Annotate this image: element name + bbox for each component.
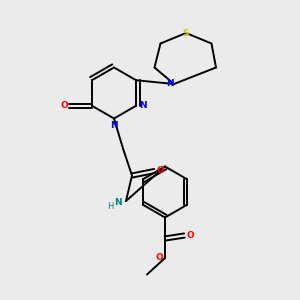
- Text: O: O: [157, 167, 164, 176]
- Text: N: N: [139, 101, 146, 110]
- Text: O: O: [187, 231, 194, 240]
- Text: H: H: [107, 202, 114, 211]
- Text: N: N: [114, 198, 122, 207]
- Text: S: S: [183, 28, 189, 38]
- Text: N: N: [166, 80, 173, 88]
- Text: N: N: [110, 121, 118, 130]
- Text: O: O: [155, 254, 163, 262]
- Text: O: O: [60, 101, 68, 110]
